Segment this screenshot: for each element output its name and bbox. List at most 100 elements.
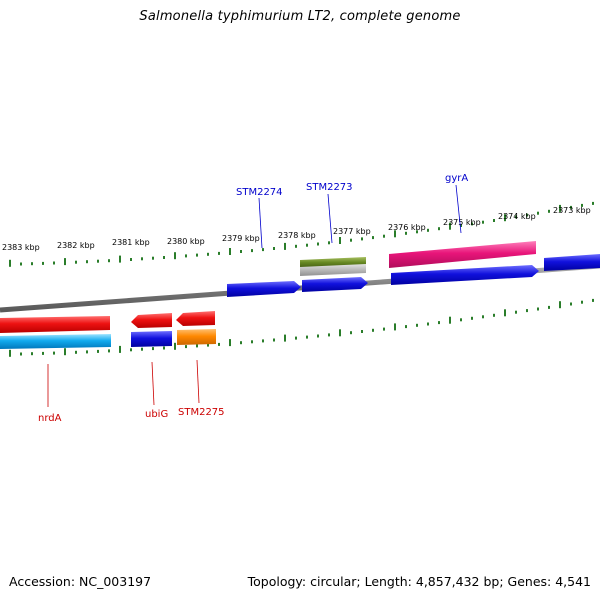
gene-label-stm2273[interactable]: STM2273 [306,182,353,193]
minor-tick [240,341,242,345]
scale-label: 2379 kbp [222,234,260,243]
major-tick [394,230,396,238]
gene-arrow[interactable] [544,254,600,271]
minor-tick [86,260,88,264]
minor-tick [405,231,407,235]
minor-tick [31,262,33,266]
leader-line [327,193,333,244]
minor-tick [592,201,594,205]
minor-tick [383,327,385,331]
major-tick [64,348,66,356]
feature-bar-grey[interactable] [300,264,366,276]
minor-tick [75,350,77,354]
scale-label: 2373 kbp [553,206,591,215]
minor-tick [262,339,264,343]
map-title: Salmonella typhimurium LT2, complete gen… [139,9,461,24]
scale-label: 2382 kbp [57,241,95,250]
gene-arrow[interactable] [227,281,301,297]
minor-tick [218,342,220,346]
major-tick [339,329,341,337]
minor-tick [471,222,473,226]
minor-tick [262,248,264,252]
minor-tick [438,321,440,325]
minor-tick [372,236,374,240]
gene-arrow-stm2275[interactable] [176,311,215,326]
minor-tick [306,243,308,247]
minor-tick [548,305,550,309]
gene-bar[interactable] [0,334,111,349]
minor-tick [570,205,572,209]
minor-tick [317,334,319,338]
gene-bar-stm2275[interactable] [177,329,216,345]
gene-bar-ubig[interactable] [131,331,172,347]
gene-label-nrda[interactable]: nrdA [38,413,62,424]
minor-tick [53,351,55,355]
minor-tick [185,345,187,349]
major-tick [174,252,176,260]
major-tick [9,349,11,357]
minor-tick [273,247,275,250]
minor-tick [515,215,517,219]
gene-label-stm2275[interactable]: STM2275 [178,407,225,418]
minor-tick [482,315,484,319]
accession-text: Accession: NC_003197 [9,574,152,589]
major-tick [449,222,451,230]
minor-tick [493,313,495,317]
minor-tick [515,310,517,314]
genome-summary-text: Topology: circular; Length: 4,857,432 bp… [247,574,591,589]
minor-tick [416,230,418,234]
minor-tick [537,211,539,215]
minor-tick [240,250,242,253]
minor-tick [130,348,132,352]
minor-tick [20,352,22,356]
major-tick [449,316,451,324]
minor-tick [537,307,539,311]
minor-tick [427,228,429,232]
minor-tick [141,257,143,261]
forward-strand-genes [227,254,600,297]
minor-tick [108,259,110,263]
gene-label-gyra[interactable]: gyrA [445,173,468,184]
scale-label: 2375 kbp [443,218,481,227]
gene-arrow-gyra[interactable] [391,265,539,285]
gene-label-ubig[interactable]: ubiG [145,409,168,420]
minor-tick [592,298,594,302]
minor-tick [460,224,462,227]
reverse-scale-ticks [9,298,594,357]
minor-tick [350,331,352,335]
minor-tick [130,258,132,261]
major-tick [229,339,231,347]
minor-tick [548,209,550,213]
forward-feature-row [300,241,536,276]
gene-arrow-stm2273[interactable] [302,277,368,292]
minor-tick [97,349,99,353]
scale-label: 2376 kbp [388,223,426,232]
leader-line [258,197,263,249]
gene-arrow-nrda[interactable] [0,316,110,333]
major-tick [339,237,341,244]
scale-label: 2377 kbp [333,227,371,236]
minor-tick [218,251,220,255]
minor-tick [196,253,198,257]
major-tick [284,242,286,250]
minor-tick [526,309,528,313]
minor-tick [141,347,143,351]
minor-tick [383,234,385,238]
minor-tick [196,344,198,348]
gene-arrow-ubig[interactable] [131,313,172,328]
major-tick [504,309,506,317]
gene-label-stm2274[interactable]: STM2274 [236,187,283,198]
feature-bar-pink[interactable] [389,241,536,268]
minor-tick [350,238,352,242]
minor-tick [207,252,209,256]
minor-tick [295,244,297,248]
minor-tick [306,335,308,339]
scale-labels: 2383 kbp 2382 kbp 2381 kbp 2380 kbp 2379… [2,206,591,252]
reverse-strand-genes [0,311,216,349]
major-tick [119,255,121,263]
minor-tick [152,347,154,351]
minor-tick [75,260,77,264]
major-tick [229,248,231,255]
minor-tick [97,259,99,263]
